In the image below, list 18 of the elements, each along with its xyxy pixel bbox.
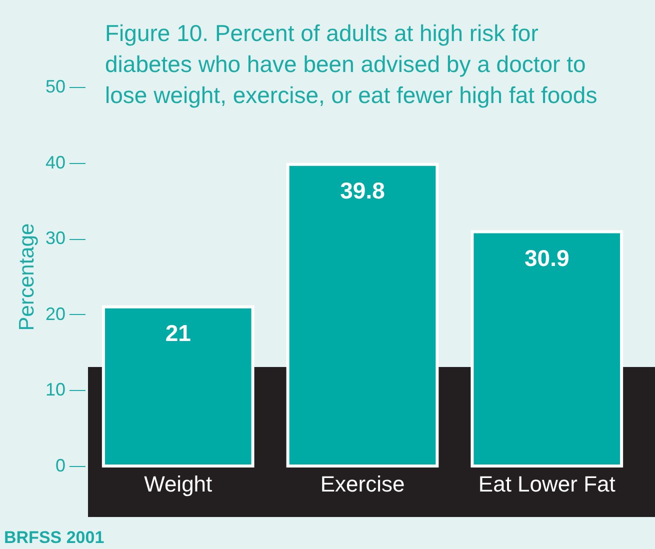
chart-title: Figure 10. Percent of adults at high risk for diabetes who have been advised by a doctor to lose weight, exercise, or eat fewer high fat foods bbox=[105, 20, 598, 108]
x-tick-label: Exercise bbox=[320, 472, 405, 496]
y-axis-title: Percentage bbox=[15, 223, 38, 331]
y-tick-label: 20 bbox=[45, 304, 66, 324]
bar bbox=[470, 230, 624, 468]
y-tick-label: 40 bbox=[45, 152, 66, 172]
bar bbox=[286, 162, 439, 468]
x-tick-label: Eat Lower Fat bbox=[478, 472, 616, 496]
y-tick-label: 50 bbox=[45, 76, 66, 96]
data-label: 30.9 bbox=[524, 244, 570, 271]
x-tick-label: Weight bbox=[144, 472, 212, 496]
data-label: 21 bbox=[165, 320, 192, 346]
y-tick-label: 10 bbox=[45, 380, 66, 400]
y-tick-label: 0 bbox=[55, 456, 66, 476]
text: BRFSS 2001 bbox=[4, 528, 104, 548]
bar bbox=[102, 305, 254, 468]
y-tick-label: 30 bbox=[45, 228, 66, 248]
data-label: 39.8 bbox=[340, 177, 386, 204]
